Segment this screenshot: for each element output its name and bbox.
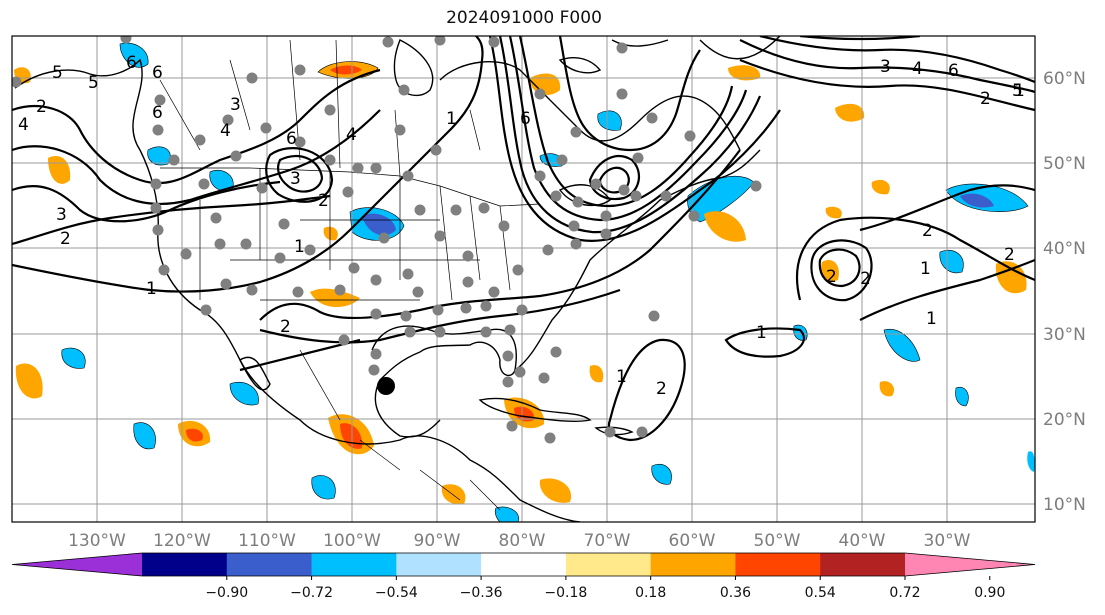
svg-text:2: 2 (826, 267, 837, 287)
svg-text:2: 2 (280, 317, 291, 337)
svg-text:1: 1 (920, 259, 931, 279)
svg-text:5: 5 (88, 73, 99, 93)
lon-label: 80°W (499, 531, 546, 551)
lon-label: 130°W (68, 531, 126, 551)
highlight-marker-dot (377, 377, 395, 395)
svg-text:1: 1 (926, 309, 937, 329)
svg-text:4: 4 (912, 59, 923, 79)
svg-text:3: 3 (290, 169, 301, 189)
lon-label: 100°W (323, 531, 381, 551)
colorbar-segment (311, 553, 397, 576)
colorbar-tick-label: 0.90 (974, 585, 1005, 601)
svg-text:2: 2 (1004, 245, 1015, 265)
colorbar-outline (11, 552, 1036, 577)
lat-label: 30°N (1043, 325, 1086, 345)
svg-text:2: 2 (922, 221, 933, 241)
colorbar-tick-label: −0.54 (375, 585, 418, 601)
svg-text:6: 6 (948, 61, 959, 81)
svg-text:1: 1 (616, 367, 627, 387)
lat-label: 50°N (1043, 154, 1086, 174)
svg-text:5: 5 (1012, 81, 1023, 101)
svg-text:6: 6 (520, 109, 531, 129)
svg-text:2: 2 (318, 191, 329, 211)
lat-label: 10°N (1043, 495, 1086, 515)
svg-text:6: 6 (152, 103, 163, 123)
colorbar-tick-label: 0.18 (635, 585, 666, 601)
contour-lines (12, 36, 1035, 442)
svg-text:1: 1 (756, 323, 767, 343)
station-markers (12, 36, 762, 444)
colorbar-segment (565, 553, 652, 576)
anomaly-fills (14, 42, 1035, 522)
svg-text:5: 5 (52, 63, 63, 83)
svg-text:6: 6 (126, 53, 137, 73)
lon-label: 40°W (839, 531, 886, 551)
svg-text:3: 3 (56, 205, 67, 225)
lon-label: 90°W (414, 531, 461, 551)
colorbar-segment (142, 553, 228, 576)
map-title: 2024091000 F000 (446, 8, 602, 28)
colorbar-segment (481, 553, 567, 576)
svg-text:2: 2 (980, 89, 991, 109)
svg-text:3: 3 (880, 57, 891, 77)
colorbar-segment (650, 553, 736, 576)
lat-label: 40°N (1043, 239, 1086, 259)
latitude-labels: 60°N 50°N 40°N 30°N 20°N 10°N (1043, 69, 1086, 515)
colorbar-tick-label: −0.36 (460, 585, 503, 601)
colorbar-segment (735, 553, 821, 576)
lon-label: 50°W (754, 531, 801, 551)
colorbar-tick-label: −0.18 (544, 585, 587, 601)
svg-text:1: 1 (446, 109, 457, 129)
colorbar-extend-high (905, 553, 1035, 576)
svg-text:1: 1 (1014, 81, 1025, 101)
svg-text:2: 2 (36, 97, 47, 117)
svg-text:2: 2 (860, 269, 871, 289)
colorbar-tick-label: 0.36 (720, 585, 751, 601)
svg-text:6: 6 (286, 129, 297, 149)
svg-text:2: 2 (60, 229, 71, 249)
colorbar-tick-label: 0.54 (805, 585, 836, 601)
lon-label: 60°W (669, 531, 716, 551)
svg-text:1: 1 (294, 237, 305, 257)
colorbar-segment (226, 553, 313, 576)
svg-text:1: 1 (146, 279, 157, 299)
longitude-labels: 130°W 120°W 110°W 100°W 90°W 80°W 70°W 6… (68, 531, 971, 551)
lat-label: 20°N (1043, 410, 1086, 430)
colorbar-tick-label: 0.72 (889, 585, 920, 601)
colorbar-tick-label: −0.90 (205, 585, 248, 601)
svg-text:4: 4 (346, 125, 357, 145)
svg-text:3: 3 (230, 95, 241, 115)
lon-label: 30°W (924, 531, 971, 551)
colorbar-tick-label: −0.72 (290, 585, 333, 601)
colorbar-segment (820, 553, 906, 576)
lon-label: 120°W (153, 531, 211, 551)
lon-label: 110°W (238, 531, 296, 551)
graticule (12, 36, 1035, 522)
contour-value-labels: 5 6 4 3 2 2 1 6 6 4 3 2 2 1 6 5 3 2 1 6 … (18, 53, 1025, 399)
svg-text:2: 2 (656, 379, 667, 399)
lat-label: 60°N (1043, 69, 1086, 89)
colorbar-segment (396, 553, 482, 576)
svg-text:6: 6 (152, 63, 163, 83)
map-border (11, 35, 1036, 523)
colorbar: −0.90 −0.72 −0.54 −0.36 −0.18 0.18 0.36 0.54 0.7… (11, 552, 1036, 601)
svg-text:4: 4 (220, 121, 231, 141)
svg-text:4: 4 (18, 115, 29, 135)
colorbar-extend-low (12, 553, 142, 576)
lon-label: 70°W (584, 531, 631, 551)
